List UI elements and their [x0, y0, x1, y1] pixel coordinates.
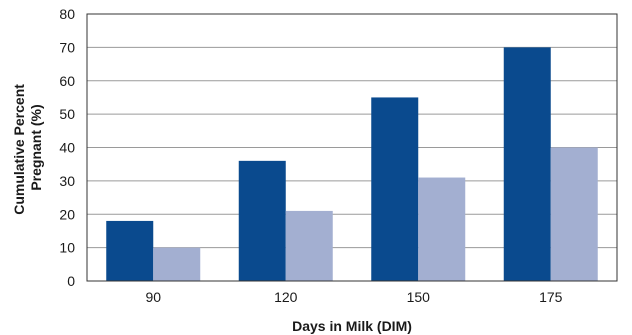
- grid-lines: [87, 46, 617, 249]
- bar: [371, 97, 419, 281]
- y-axis-title-line-2: Pregnant (%): [28, 104, 44, 190]
- y-tick-label: 0: [67, 273, 75, 289]
- bar: [550, 147, 598, 281]
- y-tick-label: 60: [59, 73, 75, 89]
- x-tick-label: 175: [539, 289, 563, 305]
- x-axis-title: Days in Milk (DIM): [292, 318, 412, 334]
- x-tick-label: 150: [407, 289, 431, 305]
- y-tick-label: 30: [59, 173, 75, 189]
- x-tick-label: 90: [145, 289, 161, 305]
- bar: [418, 177, 466, 281]
- x-tick-labels: 90 120 150 175: [145, 289, 562, 305]
- bar: [153, 247, 201, 281]
- bars: [106, 47, 598, 281]
- bar: [106, 220, 154, 281]
- plot-frame: [86, 13, 618, 282]
- y-tick-label: 50: [59, 106, 75, 122]
- bar: [503, 47, 551, 281]
- bar: [285, 210, 333, 281]
- y-axis-title-line-1: Cumulative Percent: [11, 84, 27, 215]
- y-tick-label: 10: [59, 240, 75, 256]
- y-axis-title: Cumulative Percent Pregnant (%): [11, 80, 44, 215]
- y-tick-label: 40: [59, 140, 75, 156]
- y-tick-label: 20: [59, 206, 75, 222]
- bar: [238, 160, 286, 281]
- y-tick-labels: 0 10 20 30 40 50 60 70 80: [59, 6, 75, 289]
- y-tick-label: 80: [59, 6, 75, 22]
- x-tick-label: 120: [274, 289, 298, 305]
- y-tick-label: 70: [59, 39, 75, 55]
